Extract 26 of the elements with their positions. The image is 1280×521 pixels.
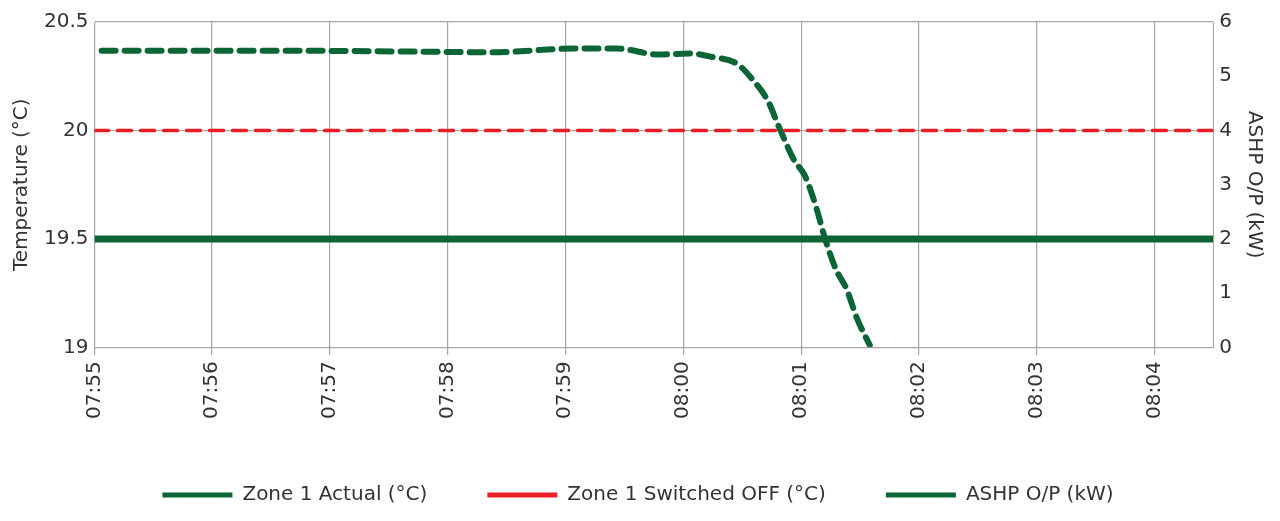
legend-label: Zone 1 Switched OFF (°C) <box>567 481 826 506</box>
x-tick-label: 08:03 <box>1022 361 1047 419</box>
x-tick-label: 08:00 <box>669 361 694 419</box>
y-tick-label: 20 <box>63 116 89 141</box>
x-tick-label: 07:59 <box>551 361 576 419</box>
x-tick-label: 08:04 <box>1140 361 1165 419</box>
x-tick-label: 08:02 <box>904 361 929 419</box>
x-tick-label: 07:55 <box>80 361 105 419</box>
y2-tick-label: 5 <box>1219 62 1233 87</box>
legend-label: Zone 1 Actual (°C) <box>242 481 428 506</box>
y2-tick-label: 3 <box>1219 170 1233 195</box>
y2-axis-title: ASHP O/P (kW) <box>1243 110 1268 259</box>
y-tick-label: 19.5 <box>44 225 89 250</box>
y2-tick-label: 1 <box>1219 279 1233 304</box>
x-tick-label: 08:01 <box>787 361 812 419</box>
y-tick-label: 20.5 <box>44 8 89 33</box>
y2-tick-label: 2 <box>1219 225 1233 250</box>
y2-tick-label: 6 <box>1219 8 1233 33</box>
y-tick-label: 19 <box>63 333 89 358</box>
x-tick-label: 07:58 <box>434 361 459 419</box>
y2-tick-label: 0 <box>1219 333 1233 358</box>
legend-label: ASHP O/P (kW) <box>965 481 1114 506</box>
x-tick-label: 07:56 <box>198 361 223 419</box>
y-axis-title: Temperature (°C) <box>8 98 33 272</box>
y2-tick-label: 4 <box>1219 116 1233 141</box>
x-tick-label: 07:57 <box>316 361 341 419</box>
